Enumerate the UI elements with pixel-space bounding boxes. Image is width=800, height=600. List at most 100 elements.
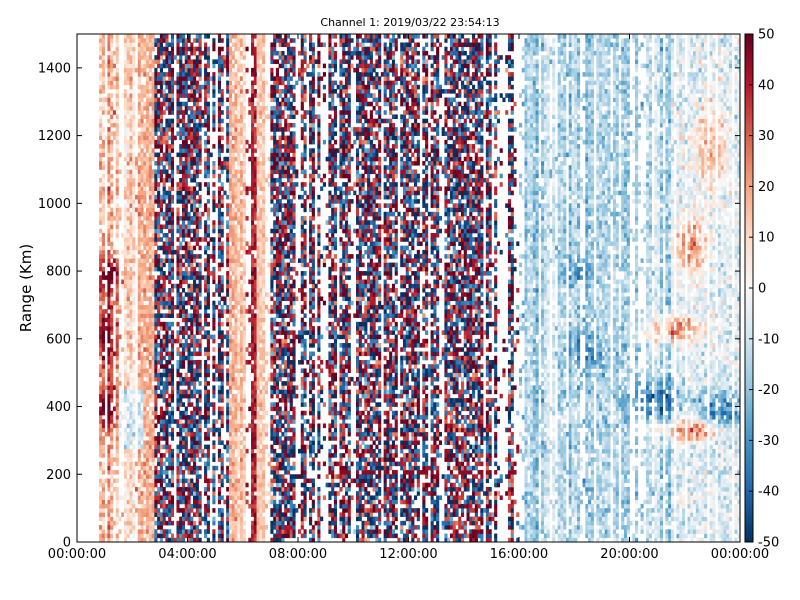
- heatmap-cell: [251, 431, 255, 437]
- heatmap-cell: [99, 207, 103, 213]
- heatmap-cell: [146, 334, 150, 340]
- heatmap-cell: [204, 529, 208, 534]
- heatmap-cell: [154, 529, 158, 534]
- heatmap-cell: [107, 402, 111, 407]
- heatmap-cell: [195, 84, 199, 90]
- heatmap-cell: [253, 533, 257, 539]
- heatmap-cell: [157, 110, 161, 115]
- heatmap-cell: [217, 148, 221, 153]
- heatmap-cell: [206, 368, 210, 374]
- heatmap-cell: [154, 228, 158, 234]
- heatmap-cell: [137, 368, 141, 374]
- heatmap-cell: [181, 347, 186, 352]
- heatmap-cell: [193, 321, 197, 327]
- heatmap-cell: [237, 101, 241, 107]
- heatmap-cell: [212, 300, 216, 306]
- heatmap-cell: [123, 67, 128, 73]
- heatmap-cell: [168, 110, 172, 115]
- heatmap-cell: [231, 254, 235, 259]
- heatmap-cell: [168, 127, 172, 132]
- heatmap-cell: [206, 207, 210, 213]
- heatmap-cell: [143, 440, 147, 445]
- heatmap-cell: [107, 249, 111, 255]
- heatmap-cell: [132, 34, 136, 39]
- heatmap-cell: [253, 186, 257, 191]
- heatmap-cell: [259, 419, 263, 424]
- heatmap-cell: [99, 482, 103, 488]
- heatmap-cell: [104, 97, 108, 103]
- heatmap-cell: [162, 97, 166, 103]
- heatmap-cell: [256, 173, 260, 179]
- heatmap-cell: [251, 110, 255, 115]
- heatmap-cell: [126, 372, 130, 378]
- heatmap-cell: [239, 42, 244, 48]
- heatmap-cell: [228, 398, 233, 403]
- heatmap-cell: [204, 533, 208, 539]
- heatmap-cell: [195, 368, 199, 374]
- heatmap-cell: [251, 245, 255, 251]
- heatmap-cell: [110, 444, 114, 450]
- heatmap-cell: [190, 482, 194, 488]
- heatmap-cell: [179, 330, 183, 335]
- heatmap-cell: [148, 347, 152, 352]
- heatmap-cell: [129, 93, 133, 98]
- heatmap-cell: [181, 127, 186, 132]
- heatmap-cell: [179, 516, 183, 522]
- heatmap-cell: [107, 110, 111, 115]
- heatmap-cell: [190, 537, 194, 543]
- heatmap-cell: [204, 444, 208, 450]
- heatmap-cell: [176, 228, 180, 234]
- heatmap-cell: [228, 491, 233, 496]
- heatmap-cell: [206, 461, 210, 467]
- heatmap-cell: [234, 42, 238, 48]
- heatmap-cell: [157, 194, 161, 200]
- heatmap-cell: [107, 321, 111, 327]
- heatmap-cell: [140, 491, 144, 496]
- heatmap-cell: [181, 194, 186, 200]
- heatmap-cell: [123, 190, 128, 196]
- heatmap-cell: [204, 347, 208, 352]
- heatmap-cell: [162, 279, 166, 285]
- heatmap-cell: [228, 89, 233, 94]
- heatmap-cell: [170, 249, 175, 255]
- heatmap-cell: [101, 46, 105, 52]
- heatmap-cell: [123, 72, 128, 77]
- heatmap-cell: [242, 474, 246, 479]
- heatmap-cell: [245, 491, 249, 496]
- heatmap-cell: [176, 503, 180, 509]
- heatmap-cell: [242, 76, 246, 81]
- heatmap-cell: [157, 228, 161, 234]
- heatmap-cell: [146, 482, 150, 488]
- heatmap-cell: [193, 232, 197, 238]
- heatmap-cell: [154, 343, 158, 348]
- heatmap-cell: [201, 326, 205, 331]
- heatmap-cell: [190, 228, 194, 234]
- heatmap-cell: [151, 453, 155, 458]
- heatmap-cell: [251, 309, 255, 314]
- heatmap-cell: [212, 161, 216, 166]
- heatmap-cell: [159, 80, 163, 86]
- heatmap-cell: [148, 177, 152, 183]
- heatmap-cell: [99, 216, 103, 221]
- heatmap-cell: [107, 228, 111, 234]
- heatmap-cell: [217, 165, 221, 170]
- heatmap-cell: [123, 80, 128, 86]
- heatmap-cell: [107, 376, 111, 382]
- heatmap-cell: [140, 207, 144, 213]
- heatmap-cell: [198, 76, 202, 81]
- heatmap-cell: [253, 415, 257, 420]
- heatmap-cell: [179, 232, 183, 238]
- heatmap-cell: [148, 144, 152, 149]
- heatmap-cell: [101, 520, 105, 526]
- heatmap-cell: [187, 131, 191, 136]
- heatmap-cell: [165, 465, 169, 471]
- heatmap-cell: [253, 402, 257, 407]
- heatmap-cell: [228, 537, 233, 543]
- heatmap-cell: [212, 258, 216, 263]
- heatmap-cell: [129, 194, 133, 200]
- heatmap-cell: [137, 63, 141, 69]
- heatmap-cell: [251, 241, 255, 247]
- heatmap-cell: [248, 186, 252, 191]
- heatmap-cell: [143, 503, 147, 509]
- heatmap-cell: [262, 444, 266, 450]
